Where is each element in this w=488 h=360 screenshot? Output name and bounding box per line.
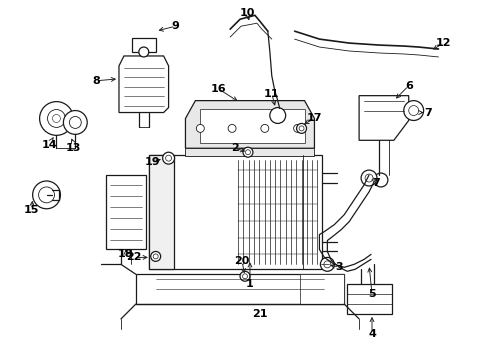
Text: 18: 18	[118, 249, 133, 260]
Text: 4: 4	[367, 329, 375, 339]
Bar	[136, 274, 344, 304]
Polygon shape	[185, 100, 314, 148]
Text: 12: 12	[435, 38, 450, 48]
Text: 16: 16	[210, 84, 225, 94]
Circle shape	[373, 173, 387, 187]
Circle shape	[245, 150, 250, 155]
Bar	[132, 38, 155, 52]
Polygon shape	[119, 56, 168, 113]
Circle shape	[69, 117, 81, 129]
Circle shape	[153, 254, 158, 259]
Circle shape	[243, 147, 252, 157]
Text: 7: 7	[371, 178, 379, 188]
Text: 7: 7	[424, 108, 431, 117]
Circle shape	[240, 271, 249, 281]
Text: 17: 17	[306, 113, 322, 123]
Circle shape	[63, 111, 87, 134]
Text: 14: 14	[41, 140, 57, 150]
Circle shape	[365, 174, 372, 182]
Text: 5: 5	[367, 289, 375, 299]
Text: 3: 3	[335, 262, 343, 272]
Circle shape	[293, 125, 301, 132]
Circle shape	[33, 181, 61, 209]
Text: 1: 1	[245, 279, 253, 289]
Circle shape	[360, 170, 376, 186]
Circle shape	[165, 155, 171, 161]
Text: 19: 19	[144, 157, 160, 167]
Circle shape	[296, 123, 306, 133]
Circle shape	[242, 274, 247, 279]
Text: 8: 8	[92, 76, 100, 86]
Bar	[106, 175, 145, 249]
Bar	[148, 155, 173, 269]
Circle shape	[269, 108, 285, 123]
Circle shape	[52, 114, 61, 122]
Text: 13: 13	[65, 143, 81, 153]
Circle shape	[139, 47, 148, 57]
Polygon shape	[358, 96, 408, 140]
Circle shape	[39, 187, 54, 203]
Circle shape	[299, 126, 304, 131]
Text: 22: 22	[126, 252, 142, 262]
Text: 2: 2	[231, 143, 239, 153]
Text: 11: 11	[264, 89, 279, 99]
Circle shape	[163, 152, 174, 164]
Circle shape	[228, 125, 236, 132]
Text: 9: 9	[171, 21, 179, 31]
Text: 6: 6	[404, 81, 412, 91]
Bar	[299, 274, 344, 304]
Text: 10: 10	[239, 8, 254, 18]
Text: 15: 15	[24, 205, 39, 215]
Circle shape	[47, 109, 65, 127]
Bar	[148, 155, 322, 269]
Circle shape	[260, 125, 268, 132]
Circle shape	[150, 251, 161, 261]
Circle shape	[320, 257, 334, 271]
Text: 21: 21	[252, 309, 267, 319]
Circle shape	[40, 102, 73, 135]
Circle shape	[408, 105, 418, 116]
Text: 20: 20	[234, 256, 249, 266]
Circle shape	[196, 125, 204, 132]
Bar	[346, 284, 391, 314]
Circle shape	[403, 100, 423, 121]
Bar	[185, 148, 314, 156]
Circle shape	[323, 261, 330, 268]
Bar	[200, 109, 304, 143]
